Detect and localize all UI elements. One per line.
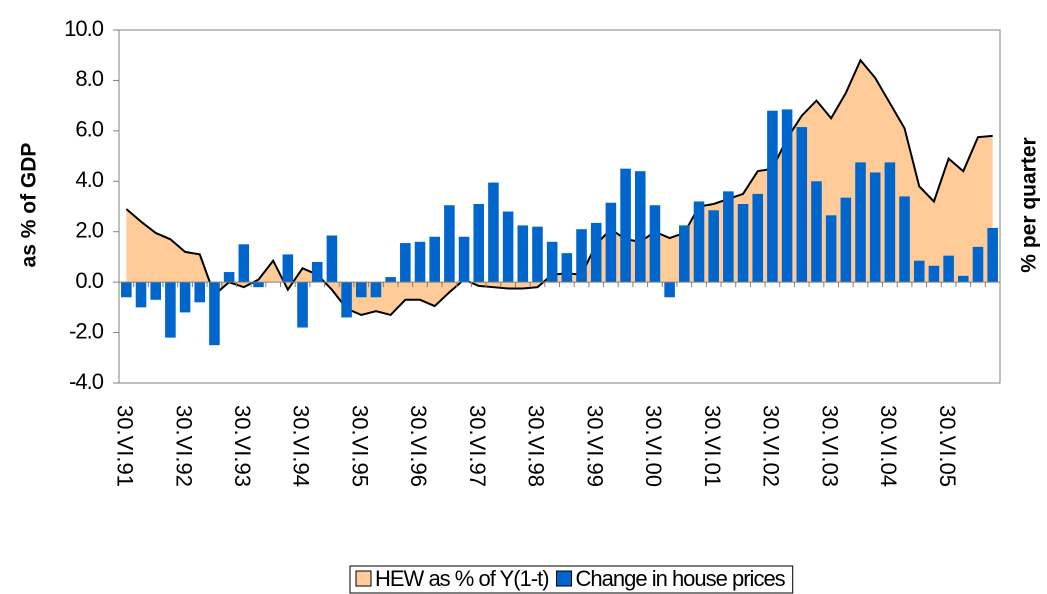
bar [502,211,514,283]
bar [253,282,264,288]
y-tick-label: 10.0 [64,16,104,41]
y-axis-label: as % of GDP [18,143,41,268]
y-tick-label: 6.0 [75,117,103,142]
y-tick-label: -2.0 [69,318,104,343]
bar [444,205,455,283]
bar [400,243,411,283]
x-tick-label: 30.VI.05 [935,405,960,487]
bar [620,168,631,283]
legend-label: HEW as % of Y(1-t) [375,566,549,591]
x-tick-label: 30.VI.91 [113,405,138,487]
bar [326,235,338,283]
bar [238,244,250,283]
y-tick-label: -4.0 [69,369,104,394]
y-tick-label: 8.0 [75,66,103,91]
bar [179,282,191,313]
x-tick-label: 30.VI.00 [641,405,666,487]
x-tick-label: 30.VI.93 [230,405,255,487]
x-tick-label: 30.VI.03 [817,405,842,487]
plot-border [118,29,1001,384]
bar [664,282,675,298]
y2-axis-label: % per quarter [1018,137,1041,272]
x-tick-label: 30.VI.94 [289,405,314,487]
bar [429,236,440,283]
bar [370,282,382,298]
bar [561,253,573,283]
bar [781,109,793,283]
legend-label: Change in house prices [576,566,786,591]
bar [135,282,147,308]
bar [737,203,749,283]
bar [708,210,719,283]
bar [811,181,822,283]
bar [913,260,925,283]
bar [796,127,808,283]
bar [605,202,617,283]
x-tick-label: 30.VI.01 [700,405,725,487]
bar [150,282,161,300]
bar [649,205,661,283]
bar [532,226,543,283]
x-tick-label: 30.VI.96 [406,405,431,487]
bar [752,193,764,283]
y-tick-label: 2.0 [75,218,103,243]
bar [884,162,896,283]
bar [355,282,367,298]
bar [840,197,852,283]
bar [223,272,235,283]
bar [165,282,176,338]
x-tick-label: 30.VI.02 [759,405,784,487]
bar [972,246,984,283]
bar [576,229,587,283]
y-tick-label: 4.0 [75,167,103,192]
bar [209,282,220,346]
bar [194,282,206,303]
bar [385,277,396,283]
y-tick-label: 0.0 [75,268,103,293]
bar [723,191,734,283]
x-tick-label: 30.VI.04 [876,405,901,487]
x-tick-label: 30.VI.99 [582,405,607,487]
bar [928,265,940,283]
bar [634,171,646,283]
bar [414,241,426,283]
bar [282,254,294,283]
bar [693,201,705,283]
bar [341,282,352,318]
area-line [125,58,993,317]
bar [679,225,690,283]
bar [855,162,866,283]
x-tick-label: 30.VI.95 [347,405,372,487]
bar [121,282,132,298]
legend-swatch [355,570,372,587]
x-tick-label: 30.VI.97 [465,405,490,487]
legend-swatch [556,570,573,587]
bar [546,241,558,283]
bar [311,261,323,283]
bar [943,255,954,283]
bar [825,215,837,283]
bar [899,196,910,283]
bar [458,236,470,283]
bar [297,282,308,328]
bar [767,110,778,283]
bar [958,275,969,283]
x-tick-label: 30.VI.98 [524,405,549,487]
bar [590,222,602,283]
bar [869,172,881,283]
bar [473,203,485,283]
bar [517,225,529,283]
x-tick-label: 30.VI.92 [171,405,196,487]
bar [488,182,499,283]
bar [987,227,998,283]
